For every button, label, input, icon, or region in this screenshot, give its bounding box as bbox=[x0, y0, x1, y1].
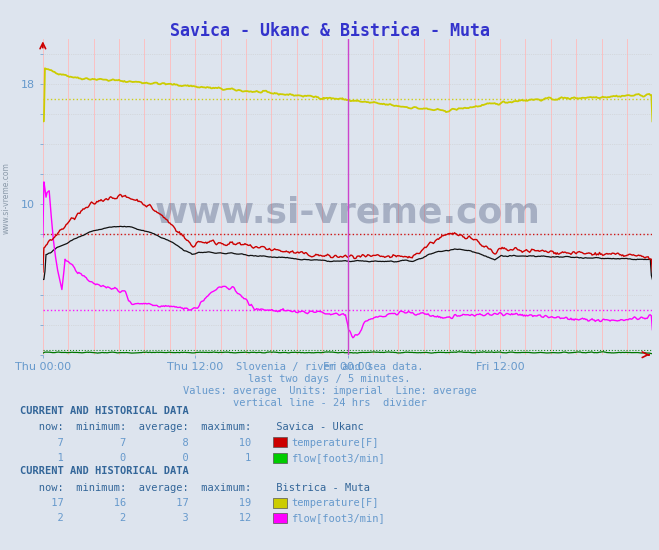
Text: 7         7         8        10: 7 7 8 10 bbox=[20, 437, 251, 448]
Text: last two days / 5 minutes.: last two days / 5 minutes. bbox=[248, 374, 411, 384]
Text: Slovenia / river and sea data.: Slovenia / river and sea data. bbox=[236, 362, 423, 372]
Text: 2         2         3        12: 2 2 3 12 bbox=[20, 513, 251, 524]
Text: Savica - Ukanc & Bistrica - Muta: Savica - Ukanc & Bistrica - Muta bbox=[169, 22, 490, 40]
Text: temperature[F]: temperature[F] bbox=[291, 437, 379, 448]
Text: now:  minimum:  average:  maximum:    Bistrica - Muta: now: minimum: average: maximum: Bistrica… bbox=[20, 482, 370, 493]
Text: Values: average  Units: imperial  Line: average: Values: average Units: imperial Line: av… bbox=[183, 386, 476, 396]
Text: 17        16        17        19: 17 16 17 19 bbox=[20, 498, 251, 508]
Text: www.si-vreme.com: www.si-vreme.com bbox=[2, 162, 11, 234]
Text: flow[foot3/min]: flow[foot3/min] bbox=[291, 513, 385, 524]
Text: www.si-vreme.com: www.si-vreme.com bbox=[155, 195, 540, 229]
Text: 1         0         0         1: 1 0 0 1 bbox=[20, 453, 251, 463]
Text: temperature[F]: temperature[F] bbox=[291, 498, 379, 508]
Text: vertical line - 24 hrs  divider: vertical line - 24 hrs divider bbox=[233, 398, 426, 408]
Text: now:  minimum:  average:  maximum:    Savica - Ukanc: now: minimum: average: maximum: Savica -… bbox=[20, 422, 364, 432]
Text: CURRENT AND HISTORICAL DATA: CURRENT AND HISTORICAL DATA bbox=[20, 466, 188, 476]
Text: flow[foot3/min]: flow[foot3/min] bbox=[291, 453, 385, 463]
Text: CURRENT AND HISTORICAL DATA: CURRENT AND HISTORICAL DATA bbox=[20, 405, 188, 416]
